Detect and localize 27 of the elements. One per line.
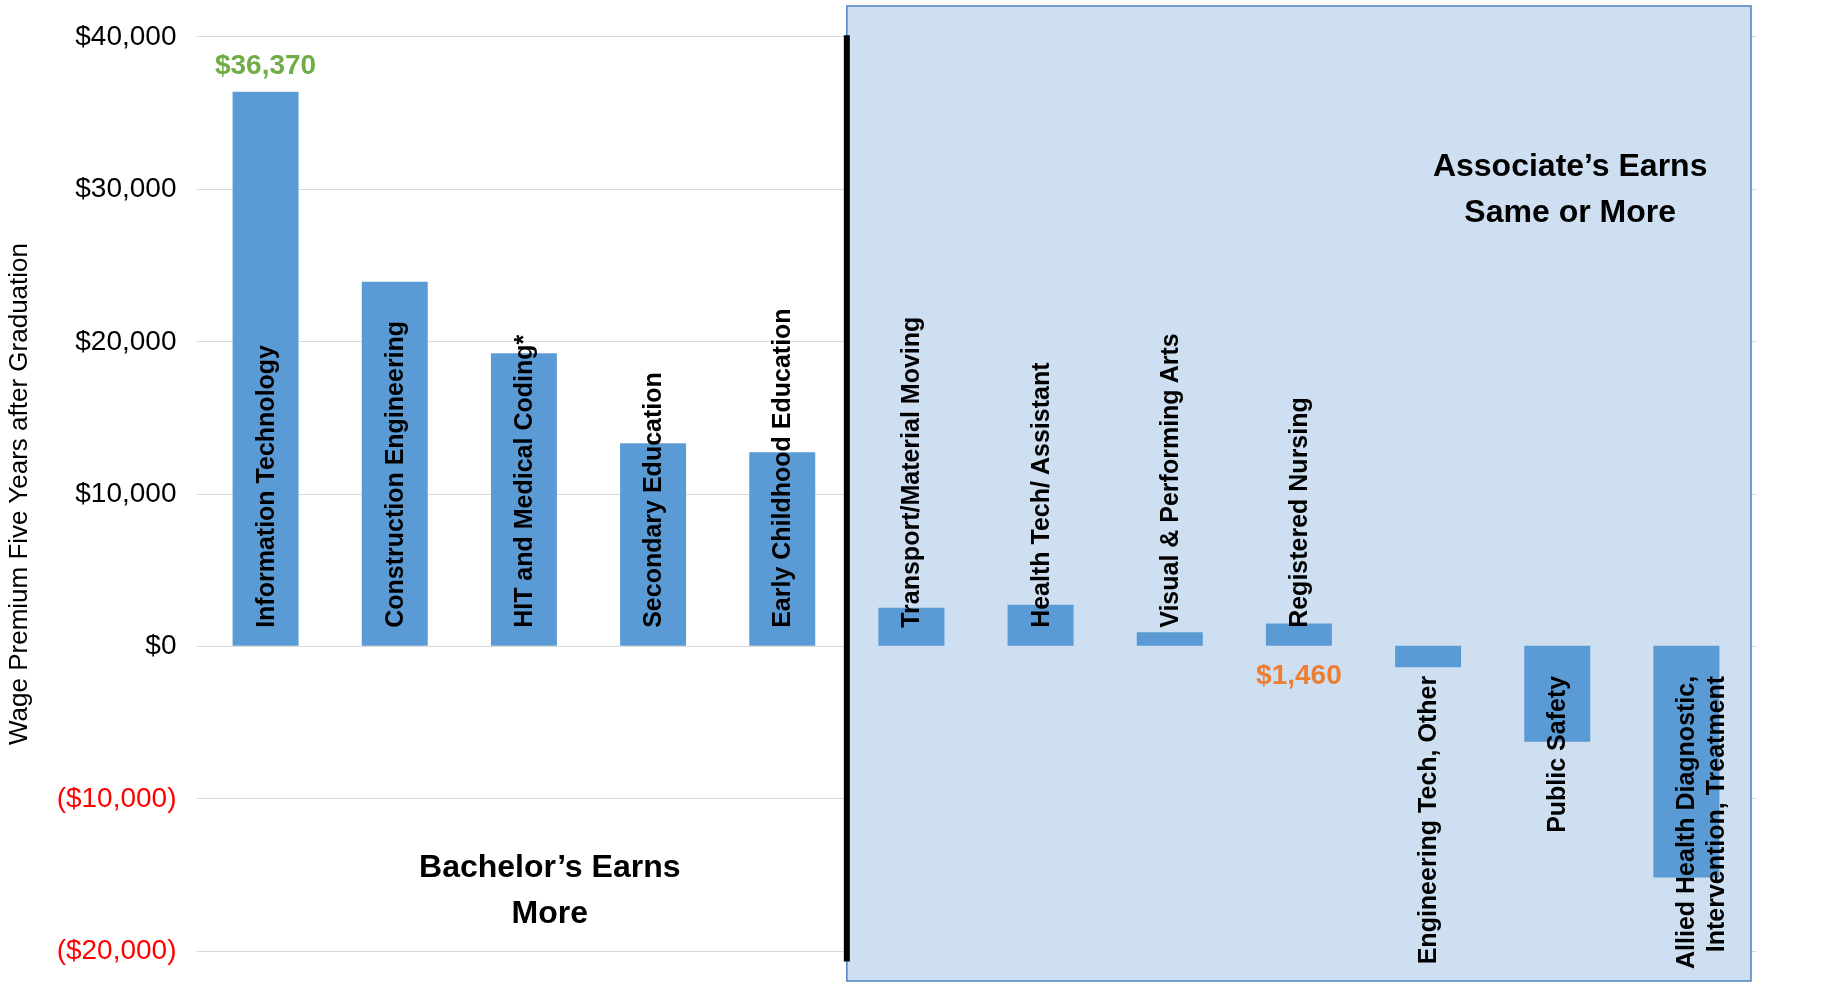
x-tick-label: HIT and Medical Coding* <box>508 334 537 628</box>
y-tick-label: ($10,000) <box>56 781 177 813</box>
x-tick-label: Registered Nursing <box>1283 397 1312 628</box>
x-tick-label: Engineering Tech, Other <box>1413 675 1442 965</box>
bar <box>1395 645 1462 668</box>
x-tick-label: Allied Health Diagnostic, Intervention, Treatment <box>1671 675 1730 969</box>
x-tick-label: Secondary Education <box>638 372 667 628</box>
y-tick-label: ($20,000) <box>56 934 177 966</box>
y-tick-label: $40,000 <box>75 19 177 51</box>
y-tick-label: $0 <box>145 629 177 661</box>
x-tick-label: Public Safety <box>1542 675 1571 833</box>
x-tick-label: Transport/Material Moving <box>896 316 925 628</box>
x-tick-label: Information Technology <box>250 344 279 628</box>
annotation: Bachelor’s Earns More <box>419 847 681 930</box>
y-axis-title: Wage Premium Five Years after Graduation <box>2 243 33 745</box>
data-label: $36,370 <box>214 48 317 80</box>
bar <box>232 91 299 646</box>
x-tick-label: Construction Engineering <box>379 320 408 628</box>
y-tick-label: $20,000 <box>75 324 177 356</box>
x-tick-label: Health Tech/ Assistant <box>1025 361 1054 628</box>
annotation: Associate’s Earns Same or More <box>1432 146 1708 229</box>
y-tick-label: $30,000 <box>75 172 177 204</box>
x-tick-label: Visual & Performing Arts <box>1154 333 1183 628</box>
bar <box>1136 632 1203 646</box>
data-label: $1,460 <box>1256 658 1342 690</box>
x-tick-label: Early Childhood Education <box>767 308 796 628</box>
y-tick-label: $10,000 <box>75 477 177 508</box>
